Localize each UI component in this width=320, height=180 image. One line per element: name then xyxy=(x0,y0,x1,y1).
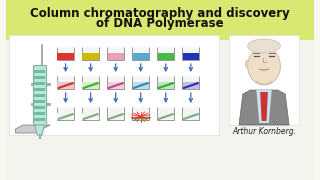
Bar xyxy=(34,111,45,115)
Bar xyxy=(108,113,124,120)
Bar xyxy=(6,43,314,46)
Bar xyxy=(34,82,45,85)
Bar xyxy=(132,53,149,60)
Bar xyxy=(57,113,74,120)
Polygon shape xyxy=(157,107,174,120)
Polygon shape xyxy=(57,47,74,60)
Ellipse shape xyxy=(248,47,280,85)
Polygon shape xyxy=(182,47,199,60)
Bar xyxy=(33,65,46,125)
Bar xyxy=(31,102,50,105)
Polygon shape xyxy=(239,90,289,125)
Polygon shape xyxy=(82,76,99,89)
Polygon shape xyxy=(132,107,149,120)
Polygon shape xyxy=(132,76,149,89)
Ellipse shape xyxy=(248,39,280,53)
Bar xyxy=(6,73,314,76)
Polygon shape xyxy=(57,107,74,120)
Bar xyxy=(34,105,45,109)
Bar xyxy=(6,37,314,40)
Bar xyxy=(6,94,314,97)
Bar xyxy=(6,58,314,61)
Bar xyxy=(183,82,199,89)
Bar xyxy=(6,61,314,64)
Bar xyxy=(6,79,314,82)
Polygon shape xyxy=(35,125,44,135)
Polygon shape xyxy=(256,90,272,123)
Bar xyxy=(83,53,99,60)
Bar xyxy=(34,69,45,73)
Bar xyxy=(6,67,314,70)
Bar xyxy=(6,49,314,52)
Bar xyxy=(6,46,314,49)
Bar xyxy=(57,82,74,89)
FancyBboxPatch shape xyxy=(9,35,219,135)
Bar xyxy=(6,40,314,180)
Bar xyxy=(34,100,45,103)
Bar xyxy=(6,64,314,67)
Bar xyxy=(6,0,314,40)
Bar xyxy=(132,82,149,89)
Bar xyxy=(6,55,314,58)
Bar xyxy=(6,76,314,79)
Bar xyxy=(132,113,149,120)
Bar xyxy=(6,85,314,88)
Polygon shape xyxy=(157,76,174,89)
Bar xyxy=(6,91,314,94)
Polygon shape xyxy=(107,76,124,89)
Polygon shape xyxy=(82,47,99,60)
Bar xyxy=(6,40,314,43)
Polygon shape xyxy=(132,47,149,60)
Bar xyxy=(157,82,174,89)
Polygon shape xyxy=(57,76,74,89)
Bar xyxy=(31,82,50,85)
Ellipse shape xyxy=(245,60,250,68)
Bar xyxy=(229,35,299,125)
Bar xyxy=(34,93,45,97)
Bar xyxy=(83,113,99,120)
Polygon shape xyxy=(107,107,124,120)
Bar xyxy=(6,88,314,91)
Text: Column chromatography and discovery: Column chromatography and discovery xyxy=(30,6,290,19)
Bar xyxy=(6,82,314,85)
Bar xyxy=(34,118,45,121)
Bar xyxy=(183,53,199,60)
Bar xyxy=(157,53,174,60)
Polygon shape xyxy=(82,107,99,120)
Bar xyxy=(6,70,314,73)
Bar xyxy=(183,113,199,120)
Bar xyxy=(34,75,45,79)
Text: of DNA Polymerase: of DNA Polymerase xyxy=(96,17,224,30)
Polygon shape xyxy=(182,76,199,89)
Polygon shape xyxy=(107,47,124,60)
Bar xyxy=(108,82,124,89)
Bar xyxy=(157,113,174,120)
Bar xyxy=(6,52,314,55)
Text: Arthur Kornberg.: Arthur Kornberg. xyxy=(232,127,296,136)
Polygon shape xyxy=(15,125,50,133)
Bar xyxy=(41,44,43,129)
Bar xyxy=(57,53,74,60)
Polygon shape xyxy=(182,107,199,120)
Bar xyxy=(34,87,45,91)
Bar xyxy=(83,82,99,89)
Bar xyxy=(39,135,41,139)
Bar xyxy=(108,53,124,60)
Polygon shape xyxy=(157,47,174,60)
Polygon shape xyxy=(260,92,268,121)
